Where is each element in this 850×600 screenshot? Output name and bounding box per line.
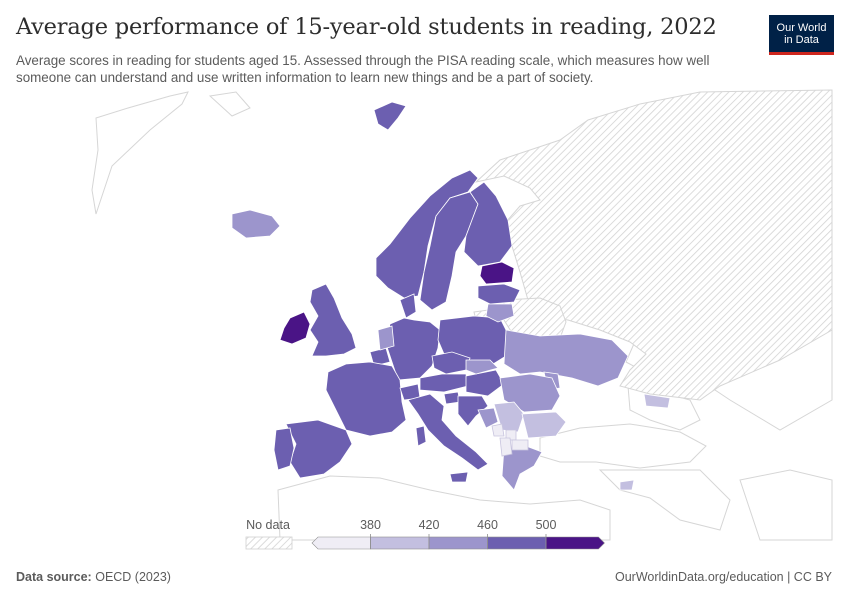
credit-link[interactable]: OurWorldinData.org/education | CC BY <box>614 570 832 584</box>
country-sardinia[interactable] <box>415 425 427 447</box>
country-sicily[interactable] <box>449 471 469 483</box>
country-croatia[interactable] <box>457 395 489 427</box>
country-finland[interactable] <box>463 181 513 267</box>
legend-color-bins <box>311 536 605 550</box>
country-iceland[interactable] <box>231 209 281 239</box>
svalbard-shape[interactable] <box>373 101 407 131</box>
legend-no-data-swatch <box>245 536 293 550</box>
country-estonia[interactable] <box>479 261 515 285</box>
country-denmark[interactable] <box>399 293 417 319</box>
country-ukraine[interactable] <box>503 329 629 387</box>
country-netherlands[interactable] <box>377 325 395 351</box>
legend-bin-1[interactable] <box>370 536 430 550</box>
arabia-shape <box>739 469 833 541</box>
legend-tick-label: 500 <box>536 518 557 532</box>
legend-bin-3[interactable] <box>487 536 547 550</box>
bin-under-380 <box>491 423 529 457</box>
owid-logo[interactable]: Our World in Data <box>769 15 834 55</box>
country-sweden[interactable] <box>419 191 479 311</box>
arctic-shape <box>208 91 251 117</box>
legend-bin-4[interactable] <box>545 536 605 550</box>
legend-tick-label: 420 <box>419 518 440 532</box>
data-source-label: Data source: <box>16 570 92 584</box>
country-montenegro[interactable] <box>491 423 505 437</box>
country-greece[interactable] <box>501 445 543 491</box>
legend-bin-2[interactable] <box>428 536 488 550</box>
legend: No data 380 420 460 500 <box>245 518 605 550</box>
legend-tick-label: 460 <box>477 518 498 532</box>
logo-line-1: Our World <box>776 21 827 34</box>
legend-bin-0[interactable] <box>311 536 371 550</box>
russia-shape <box>474 89 833 401</box>
country-italy[interactable] <box>407 393 489 471</box>
data-source-value[interactable]: OECD (2023) <box>95 570 171 584</box>
turkey-shape <box>539 423 707 469</box>
chart-title: Average performance of 15-year-old stude… <box>16 14 717 40</box>
country-ireland[interactable] <box>279 311 311 345</box>
country-france[interactable] <box>325 361 407 437</box>
country-romania[interactable] <box>499 373 561 413</box>
country-cyprus[interactable] <box>619 479 635 491</box>
bin-460-500 <box>273 169 521 483</box>
legend-tick-label: 380 <box>360 518 381 532</box>
country-portugal[interactable] <box>273 427 295 471</box>
data-source: Data source: OECD (2023) <box>16 570 171 584</box>
greenland-shape <box>91 91 189 215</box>
country-bulgaria[interactable] <box>521 411 567 439</box>
country-lithuania[interactable] <box>485 303 515 323</box>
legend-no-data-label: No data <box>246 518 290 532</box>
country-austria[interactable] <box>419 373 469 393</box>
country-bosnia[interactable] <box>477 407 499 429</box>
country-latvia[interactable] <box>477 283 521 305</box>
country-spain[interactable] <box>285 419 353 479</box>
north-africa-shape <box>277 475 611 541</box>
country-hungary[interactable] <box>465 369 505 397</box>
legend-tick-labels: 380 420 460 500 <box>360 518 556 549</box>
logo-line-2: in Data <box>784 33 819 46</box>
country-fills <box>231 169 671 491</box>
country-slovakia[interactable] <box>465 359 499 375</box>
country-georgia[interactable] <box>643 393 671 409</box>
country-uk[interactable] <box>309 283 357 357</box>
country-north-macedonia[interactable] <box>511 439 529 451</box>
middle-east-shape <box>598 469 731 531</box>
bin-over-500 <box>279 261 515 345</box>
country-albania[interactable] <box>499 437 513 457</box>
bin-420-460 <box>231 209 629 491</box>
chart-subtitle: Average scores in reading for students a… <box>16 53 710 85</box>
